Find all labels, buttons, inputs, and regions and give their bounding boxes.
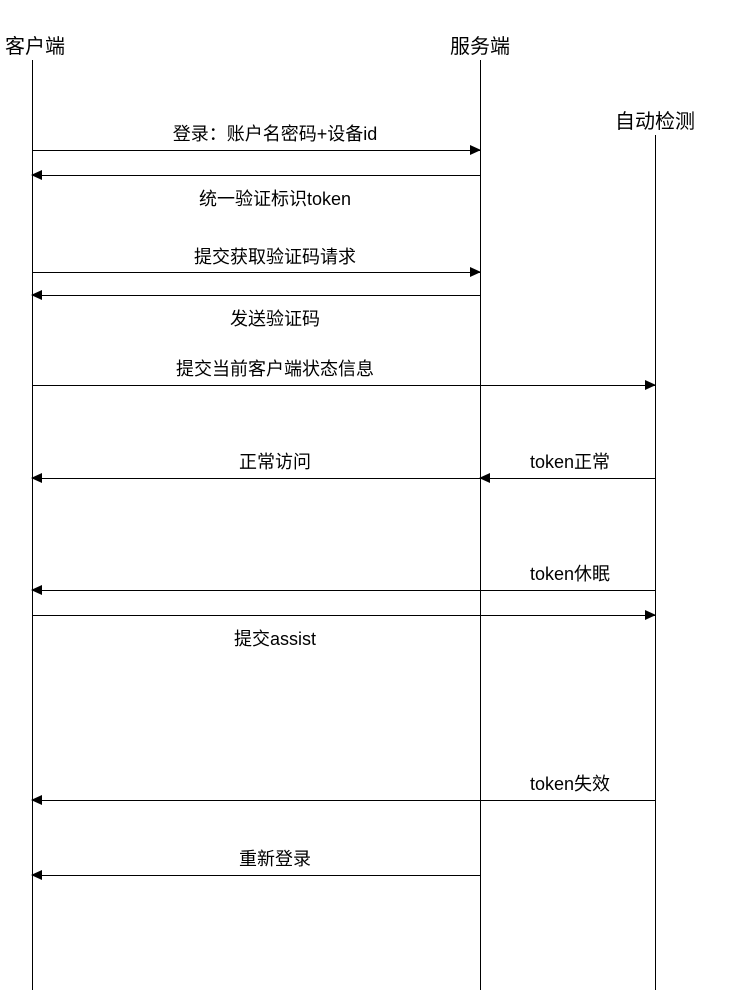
lifeline-server	[480, 60, 481, 990]
msg-token-invalid-label: token失效	[530, 770, 610, 796]
msg-login	[32, 150, 480, 151]
lifeline-header-client: 客户端	[5, 30, 65, 59]
lifeline-header-server: 服务端	[450, 30, 510, 59]
sequence-diagram: 客户端 服务端 自动检测 登录：账户名密码+设备id 统一验证标识token 提…	[0, 0, 729, 1000]
msg-login-label: 登录：账户名密码+设备id	[173, 120, 378, 146]
msg-token-normal-label: token正常	[530, 448, 610, 474]
lifeline-client	[32, 60, 33, 990]
msg-normal-access	[32, 478, 480, 479]
lifeline-header-autodetect: 自动检测	[615, 105, 695, 134]
msg-normal-access-label: 正常访问	[239, 448, 311, 474]
msg-token	[32, 175, 480, 176]
msg-send-code-label: 发送验证码	[230, 305, 320, 331]
msg-token-label: 统一验证标识token	[199, 185, 351, 211]
msg-submit-assist	[32, 615, 655, 616]
msg-relogin	[32, 875, 480, 876]
msg-token-normal	[480, 478, 655, 479]
msg-send-code	[32, 295, 480, 296]
msg-verify-request	[32, 272, 480, 273]
msg-submit-status	[32, 385, 655, 386]
msg-verify-request-label: 提交获取验证码请求	[194, 243, 356, 269]
lifeline-autodetect	[655, 135, 656, 990]
msg-token-sleep-label: token休眠	[530, 560, 610, 586]
msg-token-invalid	[32, 800, 655, 801]
msg-submit-assist-label: 提交assist	[234, 625, 316, 651]
msg-token-sleep	[32, 590, 655, 591]
msg-relogin-label: 重新登录	[239, 845, 311, 871]
msg-submit-status-label: 提交当前客户端状态信息	[176, 355, 374, 381]
